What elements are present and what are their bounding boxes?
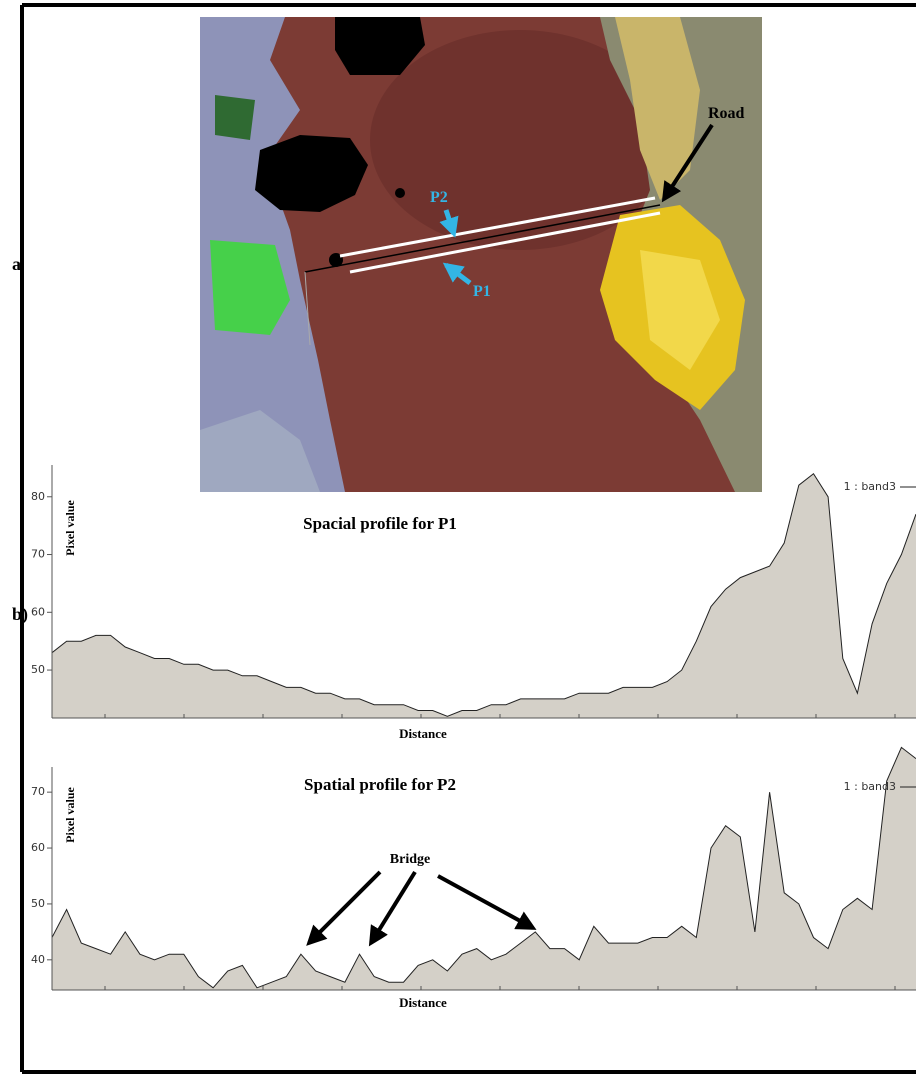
x-axis-label: Distance [399,726,447,741]
legend-label: 1 : band3 [844,780,896,793]
profile-line [51,746,916,989]
y-tick-label: 40 [31,953,45,966]
area-fill [52,473,916,718]
y-tick-label: 50 [31,897,45,910]
p2-label: P2 [430,189,448,206]
chart-title: Spatial profile for P2 [304,775,456,794]
y-tick-label: 70 [31,785,45,798]
p1-arrow [442,262,472,285]
y-tick-label: 70 [31,548,45,561]
p1-label: P1 [473,283,491,300]
bridge-arrow [368,870,417,947]
y-tick-label: 80 [31,490,45,503]
bridge-arrow [306,870,382,946]
x-axis-label: Distance [399,995,447,1010]
panel-label: b) [12,604,28,625]
chart-title: Spacial profile for P1 [303,514,457,533]
bridge-arrow [437,874,537,930]
y-tick-label: 60 [31,605,45,618]
y-axis-label: Pixel value [63,500,77,556]
profile-line [51,472,916,717]
p2-arrow [439,209,459,238]
area-fill [52,747,916,990]
y-tick-label: 60 [31,841,45,854]
legend-label: 1 : band3 [844,480,896,493]
y-tick-label: 50 [31,663,45,676]
road-arrow [661,123,714,203]
y-axis-label: Pixel value [63,787,77,843]
panel-label: a [12,254,21,274]
road-label: Road [708,105,745,122]
annotation: Bridge [390,852,430,867]
satellite-image [200,17,762,492]
